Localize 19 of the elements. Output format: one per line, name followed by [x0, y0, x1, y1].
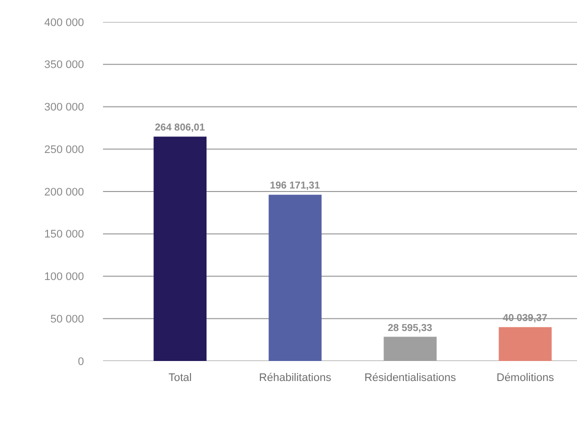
x-tick-label: Total — [168, 372, 192, 384]
y-tick-label: 200 000 — [44, 186, 84, 198]
data-label: 264 806,01 — [154, 122, 206, 134]
data-label: 28 595,33 — [388, 322, 433, 334]
bar — [154, 136, 207, 361]
x-tick-label: Démolitions — [496, 372, 554, 384]
bar — [498, 327, 552, 361]
y-tick-label: 50 000 — [50, 313, 84, 326]
data-label: 196 171,31 — [270, 180, 320, 192]
y-tick-label: 0 — [78, 356, 84, 368]
bar — [268, 194, 322, 361]
y-tick-label: 150 000 — [44, 228, 84, 241]
y-tick-label: 100 000 — [44, 271, 84, 284]
x-tick-label: Résidentialisations — [364, 372, 457, 384]
y-tick-label: 250 000 — [44, 144, 84, 156]
y-tick-label: 350 000 — [44, 59, 84, 72]
y-tick-label: 300 000 — [44, 102, 84, 114]
y-tick-label: 400 000 — [44, 16, 84, 29]
x-tick-label: Réhabilitations — [259, 372, 332, 384]
